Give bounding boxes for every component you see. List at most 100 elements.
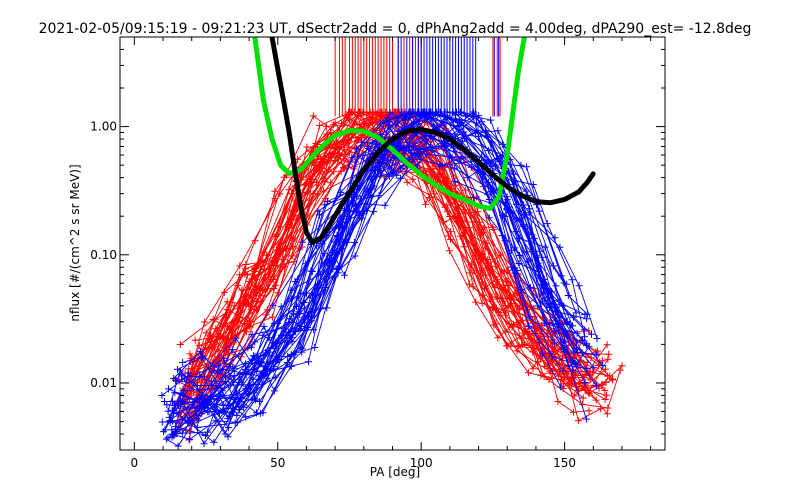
data-point	[515, 235, 523, 243]
data-point	[273, 246, 280, 254]
data-point	[314, 207, 322, 215]
data-point	[285, 186, 293, 194]
data-point	[348, 154, 356, 162]
data-point	[568, 276, 576, 284]
data-point	[422, 200, 429, 208]
data-point	[354, 152, 362, 160]
data-layer	[158, 37, 626, 450]
data-point	[593, 382, 600, 390]
data-point	[551, 327, 559, 335]
x-tick-label: 150	[553, 456, 576, 470]
data-point	[218, 387, 226, 395]
data-point	[300, 299, 308, 306]
data-point	[358, 138, 366, 146]
data-point	[409, 175, 417, 183]
trace-line	[173, 116, 603, 416]
data-point	[541, 243, 549, 251]
x-axis-label: PA [deg]	[370, 465, 420, 479]
data-point	[341, 271, 348, 279]
data-point	[298, 348, 306, 356]
data-point	[371, 143, 379, 151]
data-point	[221, 430, 229, 438]
data-point	[170, 432, 178, 440]
data-point	[158, 418, 166, 426]
data-point	[467, 261, 475, 269]
data-point	[340, 165, 348, 173]
data-point	[367, 192, 375, 200]
data-point	[416, 111, 424, 119]
x-tick-label: 0	[131, 456, 139, 470]
data-point	[256, 292, 264, 300]
data-point	[314, 141, 321, 148]
data-point	[298, 238, 306, 246]
data-point	[444, 179, 452, 187]
data-point	[524, 369, 532, 377]
data-point	[178, 371, 186, 379]
data-point	[603, 391, 611, 399]
data-point	[201, 432, 209, 439]
data-point	[470, 194, 478, 202]
data-point	[327, 129, 335, 137]
data-point	[185, 436, 193, 444]
data-point	[460, 128, 468, 136]
y-tick-label: 0.10	[90, 248, 117, 262]
data-point	[309, 112, 317, 120]
data-point	[164, 407, 172, 415]
data-point	[355, 201, 363, 209]
data-point	[344, 135, 352, 143]
data-point	[550, 262, 557, 270]
data-point	[268, 313, 276, 321]
data-point	[202, 329, 210, 337]
data-point	[287, 334, 295, 342]
data-point	[220, 354, 227, 362]
data-point	[559, 367, 567, 375]
data-point	[551, 339, 559, 347]
data-point	[453, 209, 461, 217]
data-point	[604, 355, 612, 363]
data-point	[523, 163, 530, 171]
data-point	[253, 409, 260, 417]
data-point	[453, 123, 461, 131]
data-point	[303, 188, 311, 196]
data-point	[575, 282, 583, 290]
data-point	[251, 394, 259, 402]
data-point	[223, 298, 231, 306]
data-point	[579, 394, 587, 402]
data-point	[317, 281, 325, 289]
data-point	[498, 140, 506, 148]
y-axis-label: nflux [#/(cm^2 s sr MeV)]	[68, 164, 82, 321]
data-point	[526, 284, 534, 292]
data-point	[311, 344, 319, 351]
data-point	[259, 409, 267, 417]
data-point	[490, 186, 498, 194]
data-point	[242, 328, 250, 336]
data-point	[502, 327, 510, 335]
data-point	[541, 362, 549, 370]
data-point	[570, 408, 577, 416]
data-point	[269, 301, 277, 309]
data-point	[430, 122, 438, 130]
data-point	[330, 168, 338, 176]
data-point	[590, 364, 598, 372]
data-point	[313, 178, 320, 186]
data-point	[428, 147, 436, 154]
data-point	[259, 286, 266, 294]
data-point	[353, 145, 361, 153]
data-point	[562, 280, 570, 288]
data-point	[398, 108, 405, 116]
data-point	[324, 197, 332, 205]
data-point	[174, 365, 181, 373]
data-point	[351, 158, 359, 166]
data-point	[582, 415, 590, 423]
data-point	[603, 410, 611, 418]
data-point	[581, 311, 589, 319]
data-point	[253, 367, 261, 375]
data-point	[405, 155, 413, 163]
data-point	[290, 351, 298, 359]
data-point	[507, 263, 515, 271]
data-point	[494, 127, 502, 135]
vertical-tick-marks	[334, 37, 501, 117]
data-point	[179, 359, 187, 366]
data-point	[310, 161, 318, 169]
data-point	[484, 256, 492, 263]
